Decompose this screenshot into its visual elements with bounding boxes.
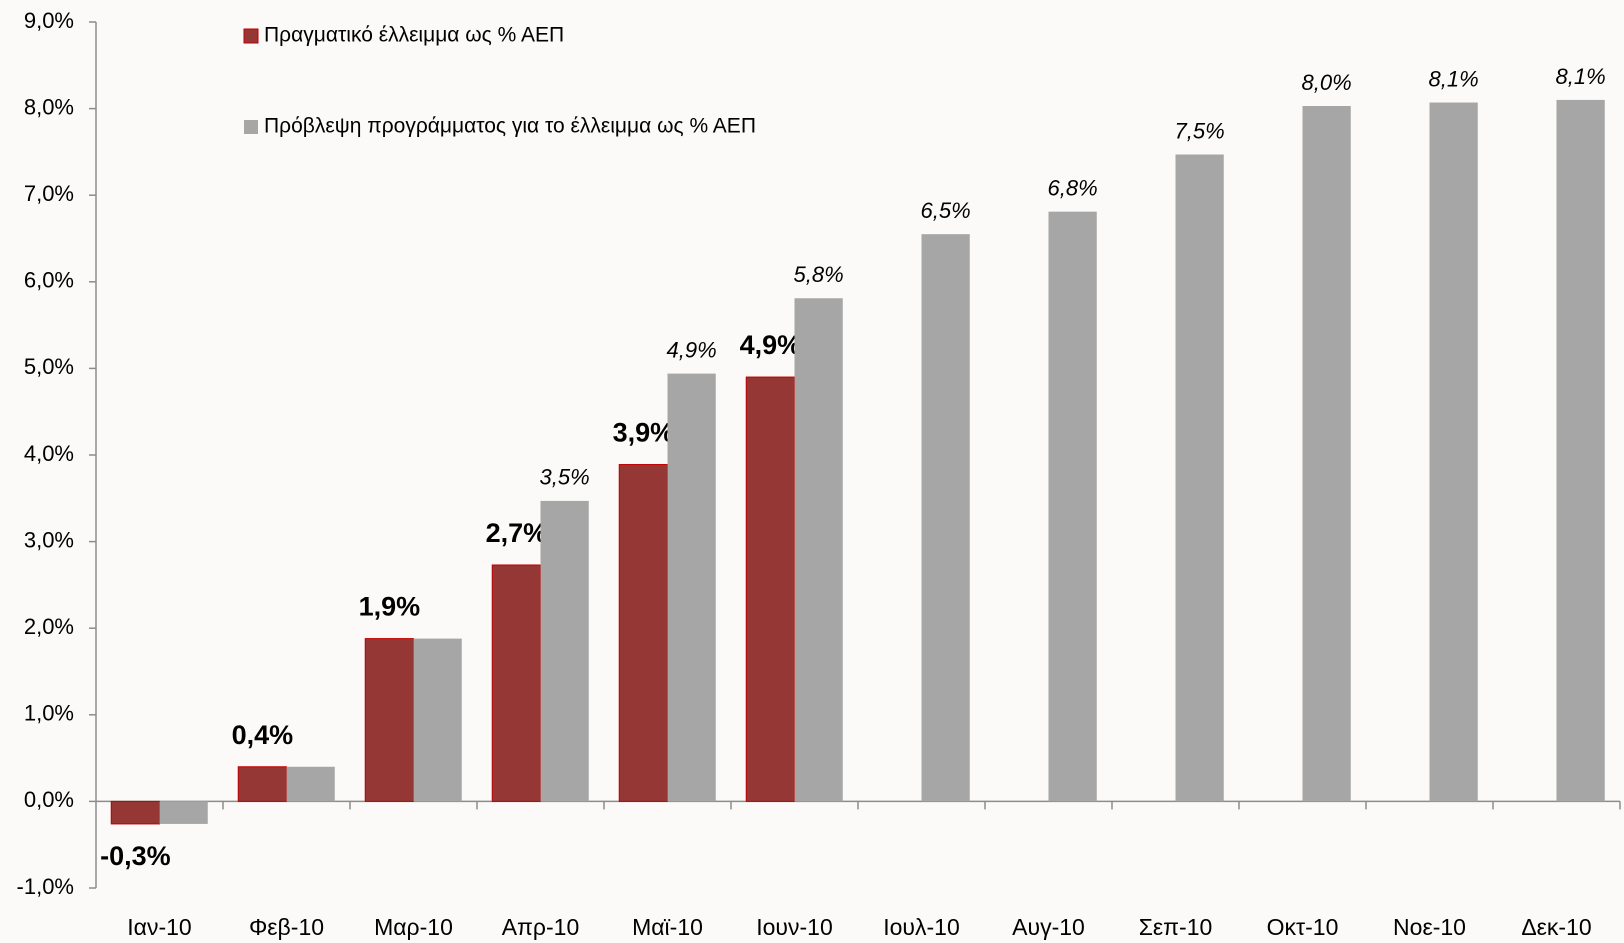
y-tick-label: 9,0% [24, 8, 74, 33]
bar [491, 564, 541, 802]
y-tick-label: 8,0% [24, 94, 74, 119]
bar [110, 800, 160, 825]
bar [540, 500, 589, 802]
value-label: 3,9% [613, 418, 675, 448]
y-tick-label: 3,0% [24, 527, 74, 552]
x-tick-label: Οκτ-10 [1267, 914, 1339, 940]
value-label: 8,1% [1556, 64, 1606, 89]
bar [618, 464, 668, 802]
value-label: 5,8% [794, 262, 844, 287]
x-tick-label: Μαρ-10 [374, 914, 453, 940]
bar [1429, 102, 1478, 802]
x-tick-label: Ιουλ-10 [883, 914, 960, 940]
value-label: 7,5% [1175, 118, 1225, 143]
x-tick-label: Απρ-10 [502, 914, 580, 940]
bar [745, 376, 795, 802]
value-label: 4,9% [740, 330, 802, 360]
y-tick-label: 2,0% [24, 614, 74, 639]
legend-label: Πραγματικό έλλειμμα ως % ΑΕΠ [264, 24, 564, 47]
bar [921, 234, 970, 802]
y-tick-label: 5,0% [24, 354, 74, 379]
x-tick-label: Ιαν-10 [127, 914, 191, 940]
bar [794, 298, 843, 802]
bar [1175, 154, 1224, 802]
y-tick-label: 6,0% [24, 268, 74, 293]
bar [1048, 211, 1097, 802]
y-tick-label: 7,0% [24, 181, 74, 206]
value-label: 0,4% [232, 720, 294, 750]
y-tick-label: 1,0% [24, 701, 74, 726]
bar [413, 638, 462, 802]
value-label: 8,0% [1302, 70, 1352, 95]
value-label: 8,1% [1429, 66, 1479, 91]
x-tick-label: Φεβ-10 [249, 914, 324, 940]
bar [1302, 106, 1351, 802]
bar [159, 801, 208, 824]
bar [237, 766, 288, 802]
value-label: 3,5% [540, 465, 590, 490]
value-label: -0,3% [100, 841, 171, 871]
value-label: 4,9% [667, 337, 717, 362]
bar [1556, 99, 1605, 802]
x-tick-label: Μαϊ-10 [632, 914, 703, 940]
x-tick-label: Δεκ-10 [1521, 914, 1591, 940]
legend-swatch [243, 28, 259, 44]
bar [667, 373, 716, 802]
value-label: 1,9% [359, 592, 421, 622]
x-tick-label: Αυγ-10 [1012, 914, 1085, 940]
value-label: 6,5% [921, 198, 971, 223]
legend-swatch [244, 120, 258, 134]
legend-label: Πρόβλεψη προγράμματος για το έλλειμμα ως… [264, 115, 756, 138]
x-tick-label: Νοε-10 [1393, 914, 1466, 940]
x-tick-label: Ιουν-10 [756, 914, 833, 940]
y-tick-label: -1,0% [17, 874, 74, 899]
bar [364, 638, 414, 802]
bar [286, 766, 335, 802]
value-label: 6,8% [1048, 175, 1098, 200]
value-label: 2,7% [486, 518, 548, 548]
x-tick-label: Σεπ-10 [1139, 914, 1213, 940]
y-tick-label: 4,0% [24, 441, 74, 466]
y-tick-label: 0,0% [24, 787, 74, 812]
